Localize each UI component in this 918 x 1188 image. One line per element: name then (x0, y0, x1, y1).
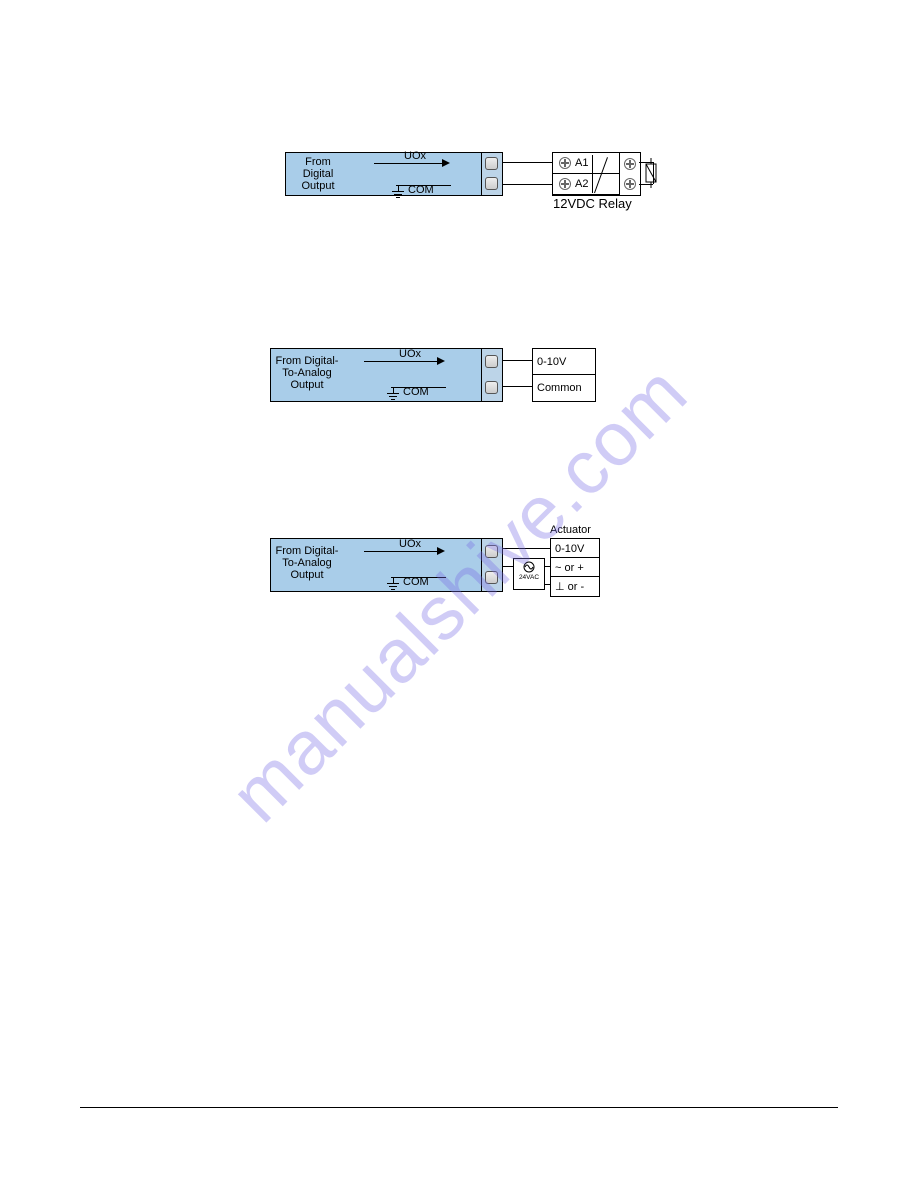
screw-icon (559, 157, 571, 169)
relay-out-terminal (619, 152, 641, 196)
src2-line2: To-Analog (282, 367, 332, 379)
dest2-r2: Common (533, 375, 595, 401)
dest-box-2: 0-10V Common (532, 348, 596, 402)
src3-line2: To-Analog (282, 557, 332, 569)
uox-label-2: UOx (399, 348, 421, 360)
src1-line3: Output (301, 180, 334, 192)
screw-icon (624, 158, 636, 170)
act-r1: 0-10V (551, 539, 599, 558)
src2-line1: From Digital- (276, 355, 339, 367)
screw-icon (559, 178, 571, 190)
terminal-block-3 (481, 538, 503, 592)
dest2-r1: 0-10V (533, 349, 595, 375)
relay-caption: 12VDC Relay (553, 196, 632, 211)
actuator-box: 0-10V ~ or + ⊥ or - (550, 538, 600, 597)
footer-rule (80, 1107, 838, 1108)
act-r3: ⊥ or - (551, 577, 599, 596)
terminal-block-1 (481, 152, 503, 196)
uox-label-1: UOx (404, 150, 426, 162)
diagram-analog-simple: From Digital- To-Analog Output UOx COM 0… (300, 336, 640, 426)
actuator-header: Actuator (550, 524, 591, 536)
relay-a2: A2 (575, 178, 588, 190)
relay-a1: A1 (575, 157, 588, 169)
uox-label-3: UOx (399, 538, 421, 550)
com-label-1: COM (408, 184, 434, 196)
relay-box: A1 A2 (552, 152, 620, 196)
source-block-1: From Digital Output UOx COM (285, 152, 482, 196)
source-block-2: From Digital- To-Analog Output UOx COM (270, 348, 482, 402)
src1-line1: From (305, 156, 331, 168)
com-label-2: COM (403, 386, 429, 398)
src2-line3: Output (290, 379, 323, 391)
src1-line2: Digital (303, 168, 334, 180)
src3-line1: From Digital- (276, 545, 339, 557)
terminal-block-2 (481, 348, 503, 402)
diagram-actuator: From Digital- To-Analog Output UOx COM 2… (300, 526, 640, 636)
coil-icon (644, 158, 662, 188)
screw-icon (624, 178, 636, 190)
ac-source: 24VAC (513, 558, 545, 590)
source-block-3: From Digital- To-Analog Output UOx COM (270, 538, 482, 592)
diagram-relay: From Digital Output UOx COM A1 A2 (300, 140, 660, 230)
com-label-3: COM (403, 576, 429, 588)
src3-line3: Output (290, 569, 323, 581)
act-r2: ~ or + (551, 558, 599, 577)
ac-label: 24VAC (514, 574, 544, 581)
